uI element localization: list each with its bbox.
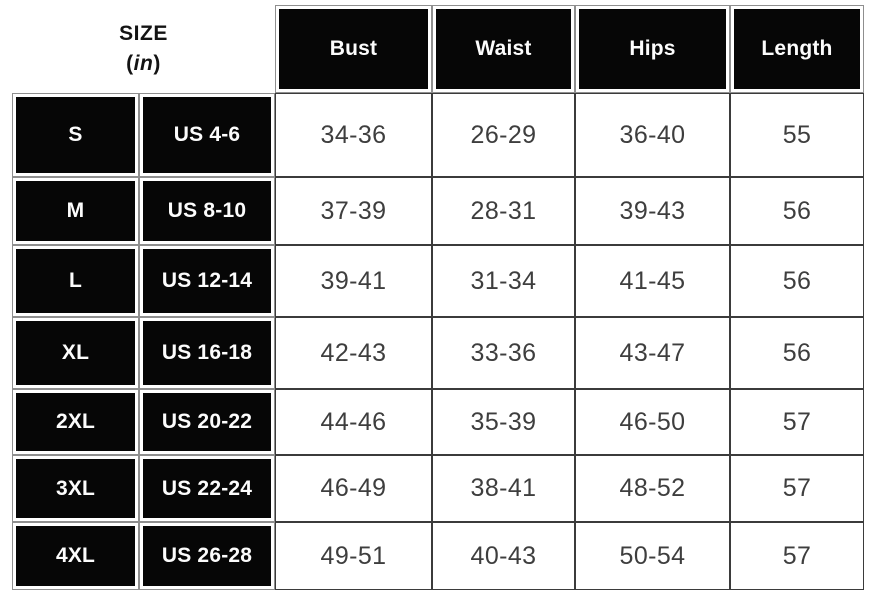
size-label-cell: S bbox=[12, 93, 139, 177]
us-size-cell: US 16-18 bbox=[139, 317, 275, 389]
hips-value-cell: 43-47 bbox=[575, 317, 730, 389]
size-label-cell: 4XL bbox=[12, 522, 139, 590]
length-value-cell: 56 bbox=[730, 245, 864, 317]
us-size-cell: US 4-6 bbox=[139, 93, 275, 177]
column-header-hips: Hips bbox=[575, 5, 730, 93]
bust-value-cell: 34-36 bbox=[275, 93, 432, 177]
size-header-title: SIZE bbox=[119, 21, 168, 45]
column-header-length: Length bbox=[730, 5, 864, 93]
size-label-cell: M bbox=[12, 177, 139, 245]
column-header-waist: Waist bbox=[432, 5, 575, 93]
waist-value-cell: 33-36 bbox=[432, 317, 575, 389]
bust-value-cell: 44-46 bbox=[275, 389, 432, 455]
bust-value-cell: 49-51 bbox=[275, 522, 432, 590]
hips-value-cell: 50-54 bbox=[575, 522, 730, 590]
column-header-bust: Bust bbox=[275, 5, 432, 93]
unit-label: in bbox=[133, 52, 154, 75]
length-value-cell: 57 bbox=[730, 455, 864, 522]
length-value-cell: 56 bbox=[730, 177, 864, 245]
size-chart-table: SIZE (in) Bust Waist Hips Length S US 4-… bbox=[12, 5, 864, 590]
hips-value-cell: 48-52 bbox=[575, 455, 730, 522]
unit-paren-open: ( bbox=[126, 52, 134, 75]
waist-value-cell: 26-29 bbox=[432, 93, 575, 177]
hips-value-cell: 36-40 bbox=[575, 93, 730, 177]
bust-value-cell: 42-43 bbox=[275, 317, 432, 389]
size-unit-header: SIZE (in) bbox=[12, 5, 275, 93]
bust-value-cell: 37-39 bbox=[275, 177, 432, 245]
hips-value-cell: 41-45 bbox=[575, 245, 730, 317]
size-label-cell: XL bbox=[12, 317, 139, 389]
length-value-cell: 55 bbox=[730, 93, 864, 177]
length-value-cell: 57 bbox=[730, 522, 864, 590]
us-size-cell: US 26-28 bbox=[139, 522, 275, 590]
size-label-cell: 3XL bbox=[12, 455, 139, 522]
waist-value-cell: 40-43 bbox=[432, 522, 575, 590]
length-value-cell: 56 bbox=[730, 317, 864, 389]
size-label-cell: 2XL bbox=[12, 389, 139, 455]
us-size-cell: US 22-24 bbox=[139, 455, 275, 522]
bust-value-cell: 39-41 bbox=[275, 245, 432, 317]
unit-paren-close: ) bbox=[153, 52, 161, 75]
waist-value-cell: 35-39 bbox=[432, 389, 575, 455]
size-header-unit: (in) bbox=[126, 49, 161, 79]
us-size-cell: US 12-14 bbox=[139, 245, 275, 317]
waist-value-cell: 38-41 bbox=[432, 455, 575, 522]
length-value-cell: 57 bbox=[730, 389, 864, 455]
bust-value-cell: 46-49 bbox=[275, 455, 432, 522]
hips-value-cell: 46-50 bbox=[575, 389, 730, 455]
size-label-cell: L bbox=[12, 245, 139, 317]
waist-value-cell: 31-34 bbox=[432, 245, 575, 317]
hips-value-cell: 39-43 bbox=[575, 177, 730, 245]
us-size-cell: US 20-22 bbox=[139, 389, 275, 455]
us-size-cell: US 8-10 bbox=[139, 177, 275, 245]
waist-value-cell: 28-31 bbox=[432, 177, 575, 245]
